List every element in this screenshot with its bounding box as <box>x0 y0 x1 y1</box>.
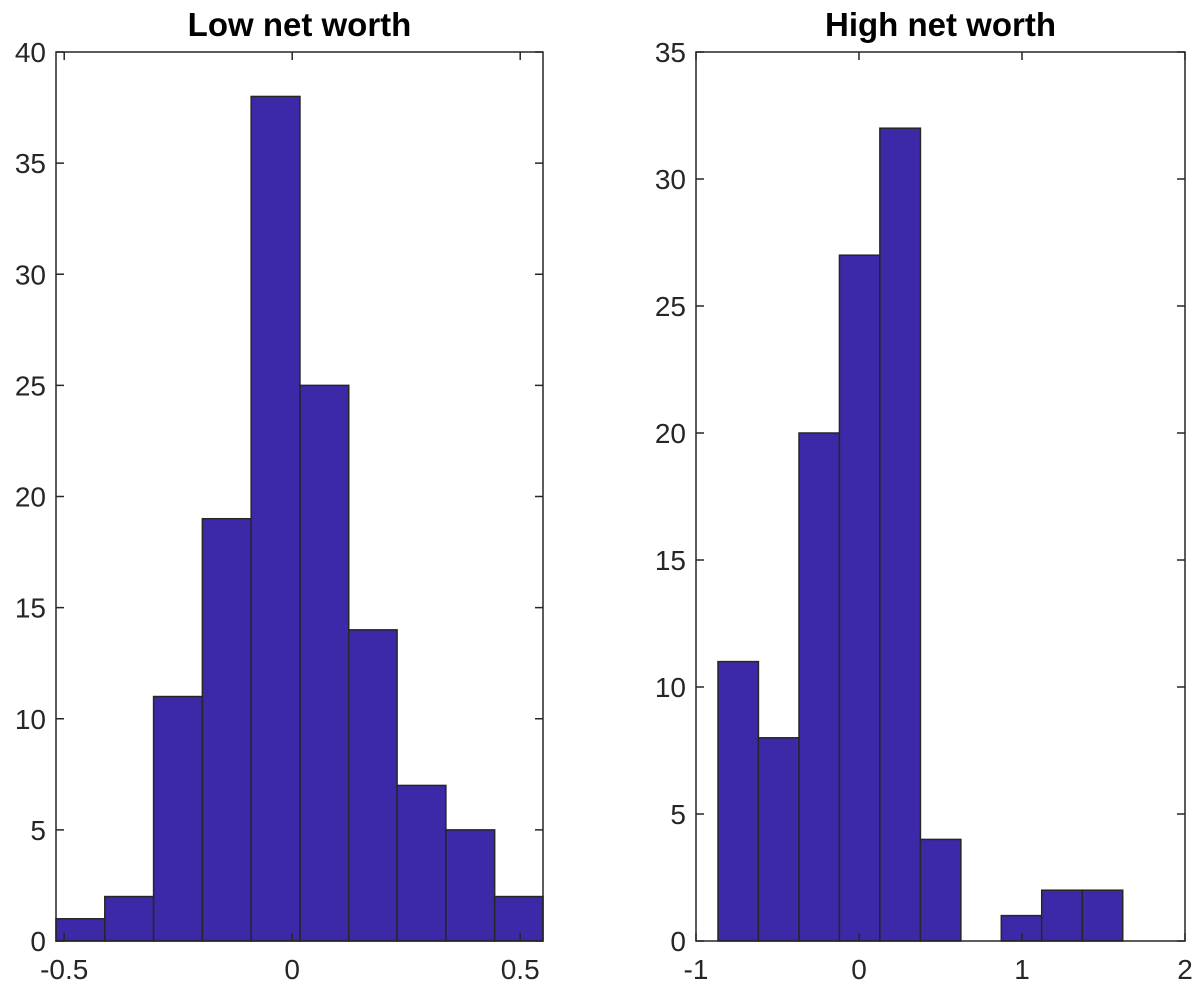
x-tick-label: 0.5 <box>501 954 540 985</box>
y-tick-label: 20 <box>655 418 686 449</box>
y-tick-label: 15 <box>655 545 686 576</box>
bar <box>396 784 447 942</box>
y-tick-label: 5 <box>670 799 686 830</box>
y-tick-label: 30 <box>15 259 46 290</box>
bar <box>347 629 398 942</box>
x-tick-label: 0 <box>284 954 300 985</box>
y-tick-label: 25 <box>15 370 46 401</box>
y-tick-label: 10 <box>15 704 46 735</box>
y-tick-label: 0 <box>30 926 46 957</box>
bar <box>493 895 544 942</box>
bar <box>152 695 204 942</box>
bar <box>299 384 350 942</box>
bar <box>757 737 800 942</box>
bar <box>717 660 760 942</box>
bar <box>919 838 962 942</box>
y-tick-label: 25 <box>655 291 686 322</box>
bar <box>445 829 496 942</box>
y-tick-label: 40 <box>15 37 46 68</box>
y-tick-label: 35 <box>655 37 686 68</box>
bar <box>250 95 301 942</box>
y-tick-label: 30 <box>655 164 686 195</box>
x-tick-label: -0.5 <box>40 954 88 985</box>
y-tick-label: 0 <box>670 926 686 957</box>
bar <box>1040 889 1084 942</box>
axes-box <box>695 51 1186 942</box>
bar <box>879 127 922 942</box>
x-tick-label: -1 <box>684 954 709 985</box>
y-tick-label: 5 <box>30 815 46 846</box>
x-tick-label: 2 <box>1177 954 1193 985</box>
chart-title: High net worth <box>825 6 1056 43</box>
bar <box>1081 889 1124 942</box>
chart-title: Low net worth <box>188 6 412 43</box>
y-tick-label: 15 <box>15 593 46 624</box>
x-tick-label: 1 <box>1014 954 1030 985</box>
y-tick-label: 10 <box>655 672 686 703</box>
x-tick-label: 0 <box>851 954 867 985</box>
y-tick-label: 35 <box>15 148 46 179</box>
y-tick-label: 20 <box>15 482 46 513</box>
bar <box>201 517 252 942</box>
bar <box>104 895 155 942</box>
bar <box>798 432 841 942</box>
bar <box>838 254 881 942</box>
bar <box>55 918 106 942</box>
